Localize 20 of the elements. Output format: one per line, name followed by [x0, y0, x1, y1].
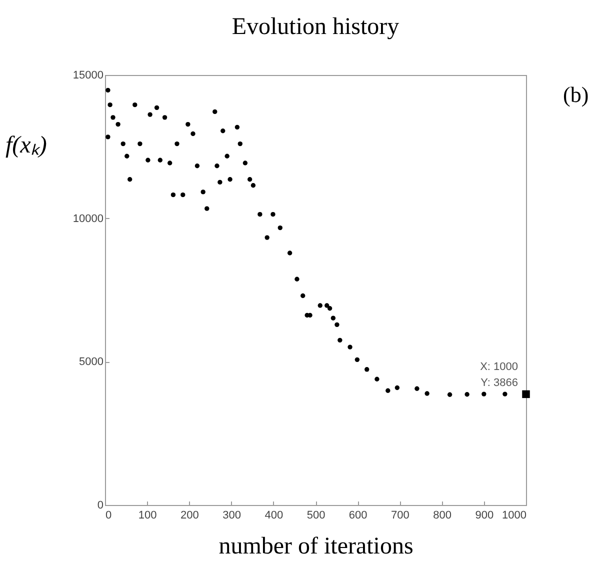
x-tick-label: 800 — [433, 510, 452, 522]
x-axis-title: number of iterations — [218, 534, 414, 560]
y-tick-label: 5000 — [79, 356, 104, 368]
x-tick-label: 300 — [222, 510, 241, 522]
x-tick-label: 600 — [348, 510, 368, 522]
text: (b) — [563, 82, 589, 107]
x-tick-label: 0 — [106, 510, 112, 522]
x-tick-label: 1000 — [502, 510, 526, 522]
y-tick-label: 15000 — [72, 70, 104, 82]
x-tick-label: 500 — [306, 510, 326, 522]
x-tick-label: 100 — [138, 510, 157, 522]
x-tick-label: 700 — [391, 510, 410, 522]
y-tick-label: 10000 — [72, 212, 104, 225]
x-tick-label: 200 — [180, 510, 199, 522]
chart-title: Evolution history — [232, 14, 400, 40]
y-tick-label: 0 — [97, 500, 104, 512]
annotation: X: 1000 Y: 3866 — [480, 361, 518, 390]
x-tick-label: 400 — [264, 510, 284, 522]
y-axis-title: f(xₖ) — [6, 132, 47, 158]
x-tick-label: 900 — [475, 510, 494, 522]
